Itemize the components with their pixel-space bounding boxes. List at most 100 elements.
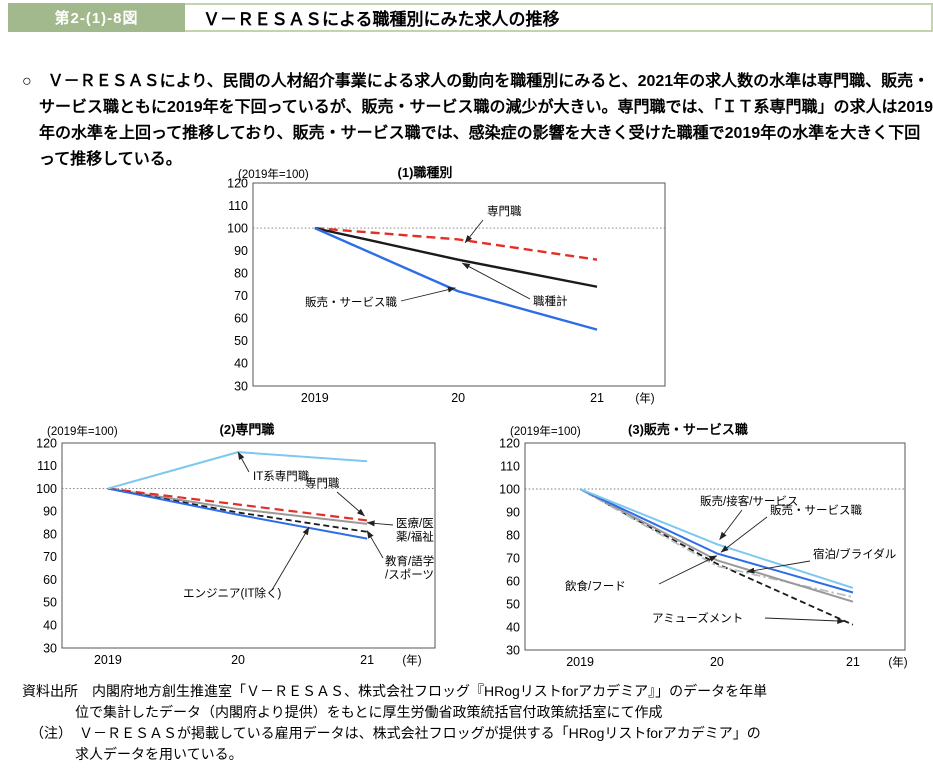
bullet-circle-icon: ○ (22, 73, 48, 90)
y-tick-label: 110 (37, 459, 57, 473)
annotation-label: 専門職 (487, 205, 522, 218)
plot-frame (524, 442, 906, 651)
y-tick-label: 50 (506, 597, 520, 611)
summary-paragraph: ○ Ｖ－ＲＥＳＡＳにより、民間の人材紹介事業による求人の動向を職種別にみると、2… (22, 69, 933, 173)
chart-canvas: (3)販売・サービス職 (2019年=100)120 110 100 90 80 70 60 5… (499, 422, 908, 669)
chart-sales-service-jobs: (3)販売・サービス職 (2019年=100) 120 110 100 90 80 70 60 5… (495, 418, 925, 673)
y-tick-label: 90 (234, 244, 248, 258)
series-line-2 (579, 488, 854, 598)
y-tick-label: 90 (506, 505, 520, 519)
annotation-label: 販売・サービス職 (770, 504, 862, 517)
y-tick-label: 100 (499, 482, 520, 496)
series-line-1 (579, 488, 854, 626)
annotation-arrow (400, 286, 456, 302)
annotation-arrow (720, 516, 768, 553)
annotation-label: 教育/語学/スポーツ (385, 554, 434, 582)
plot-frame (252, 182, 666, 387)
y-tick-label: 100 (227, 221, 248, 235)
chart-title: (1)職種別 (398, 165, 453, 180)
y-tick-label: 30 (234, 379, 248, 393)
series-line-5 (579, 488, 854, 589)
index-base-label: (2019年=100) (510, 424, 581, 438)
series-line-4 (579, 488, 854, 594)
index-base-label: (2019年=100) (238, 167, 309, 181)
series-line-1 (107, 487, 368, 525)
y-tick-label: 120 (36, 436, 57, 450)
y-tick-label: 40 (43, 619, 57, 633)
annotation-label: エンジニア(IT除く) (183, 586, 282, 600)
figure-title: Ｖ－ＲＥＳＡＳによる職種別にみた求人の推移 (203, 10, 560, 29)
x-tick-label: 2019 (301, 391, 329, 405)
figure-number-badge: 第2-(1)-8図 (8, 3, 185, 32)
y-tick-label: 60 (506, 574, 520, 588)
annotation-label: 医療/医薬/福祉 (396, 516, 434, 544)
y-tick-label: 110 (228, 199, 248, 213)
y-tick-label: 70 (43, 550, 57, 564)
y-tick-label: 110 (500, 459, 520, 473)
annotation-arrow (366, 520, 394, 527)
chart-title: (2)専門職 (220, 422, 275, 437)
y-tick-label: 30 (43, 641, 57, 655)
source-line-1: 資料出所 内閣府地方創生推進室「Ｖ－ＲＥＳＡＳ、株式会社フロッグ『HRogリスト… (22, 683, 768, 699)
y-tick-label: 120 (499, 436, 520, 450)
x-axis-unit-label: (年) (888, 655, 907, 669)
index-base-label: (2019年=100) (47, 424, 118, 438)
annotation-arrow (366, 530, 384, 559)
chart-by-occupation-type: (1)職種別 (2019年=100) 120 110 100 90 80 70 60 50 40 30… (225, 165, 685, 410)
annotation-label: IT系専門職 (253, 470, 310, 483)
y-tick-label: 100 (36, 482, 57, 496)
y-tick-label: 30 (506, 643, 520, 657)
series-line-3 (314, 227, 598, 331)
annotation-label: 飲食/フード (565, 579, 626, 593)
annotation-arrow (464, 219, 484, 244)
series-line-2 (107, 487, 368, 522)
annotation-label: アミューズメント (652, 611, 743, 625)
x-tick-label: 20 (451, 391, 465, 405)
annotation-label: 職種計 (533, 294, 568, 308)
annotation-arrow (271, 526, 310, 591)
annotation-arrow (658, 555, 718, 585)
series-line-2 (314, 226, 598, 288)
x-tick-label: 21 (846, 655, 860, 669)
chart-canvas: (2)専門職 (2019年=100)120 110 100 90 80 70 60 50 40 30… (36, 422, 436, 667)
x-tick-label: 20 (231, 653, 245, 667)
source-line-2: 位で集計したデータ（内閣府より提供）をもとに厚生労働省政策統括官付政策統括室にて… (75, 704, 663, 720)
x-tick-label: 2019 (94, 653, 122, 667)
y-tick-label: 70 (234, 289, 248, 303)
chart-professional-jobs: (2)専門職 (2019年=100) 120 110 100 90 80 70 60 50 40 30… (25, 418, 455, 673)
y-tick-label: 120 (227, 176, 248, 190)
note-line-1: （注） Ｖ－ＲＥＳＡＳが掲載している雇用データは、株式会社フロッグが提供する「H… (30, 725, 761, 741)
series-line-1 (314, 226, 598, 261)
x-tick-label: 21 (590, 391, 604, 405)
y-tick-label: 60 (43, 573, 57, 587)
y-tick-label: 40 (234, 357, 248, 371)
annotation-label: 販売/接客/サービス (700, 494, 798, 508)
annotation-label: 専門職 (305, 477, 340, 490)
chart-canvas: (1)職種別 (2019年=100)120 110 100 90 80 70 60 50 40 30… (227, 165, 666, 405)
y-tick-label: 80 (506, 528, 520, 542)
y-tick-label: 50 (234, 334, 248, 348)
y-tick-label: 40 (506, 620, 520, 634)
annotation-arrow (336, 491, 365, 517)
x-tick-label: 2019 (566, 655, 594, 669)
y-tick-label: 90 (43, 505, 57, 519)
plot-frame (61, 442, 436, 649)
annotation-arrow (461, 262, 531, 300)
annotation-arrow (764, 617, 846, 624)
figure-number-label: 第2-(1)-8図 (54, 10, 139, 27)
annotation-label: 販売・サービス職 (305, 296, 397, 309)
figure-title-bar: Ｖ－ＲＥＳＡＳによる職種別にみた求人の推移 (185, 3, 933, 32)
x-tick-label: 20 (710, 655, 724, 669)
y-tick-label: 80 (43, 527, 57, 541)
series-line-3 (107, 487, 368, 533)
annotation-arrow (746, 560, 811, 574)
x-tick-label: 21 (360, 653, 374, 667)
y-tick-label: 50 (43, 596, 57, 610)
annotation-arrow (237, 451, 250, 473)
annotation-label: 宿泊/ブライダル (813, 547, 896, 561)
y-tick-label: 80 (234, 267, 248, 281)
x-axis-unit-label: (年) (635, 391, 654, 405)
annotation-arrow (719, 509, 743, 540)
summary-text: Ｖ－ＲＥＳＡＳにより、民間の人材紹介事業による求人の動向を職種別にみると、202… (39, 73, 933, 168)
